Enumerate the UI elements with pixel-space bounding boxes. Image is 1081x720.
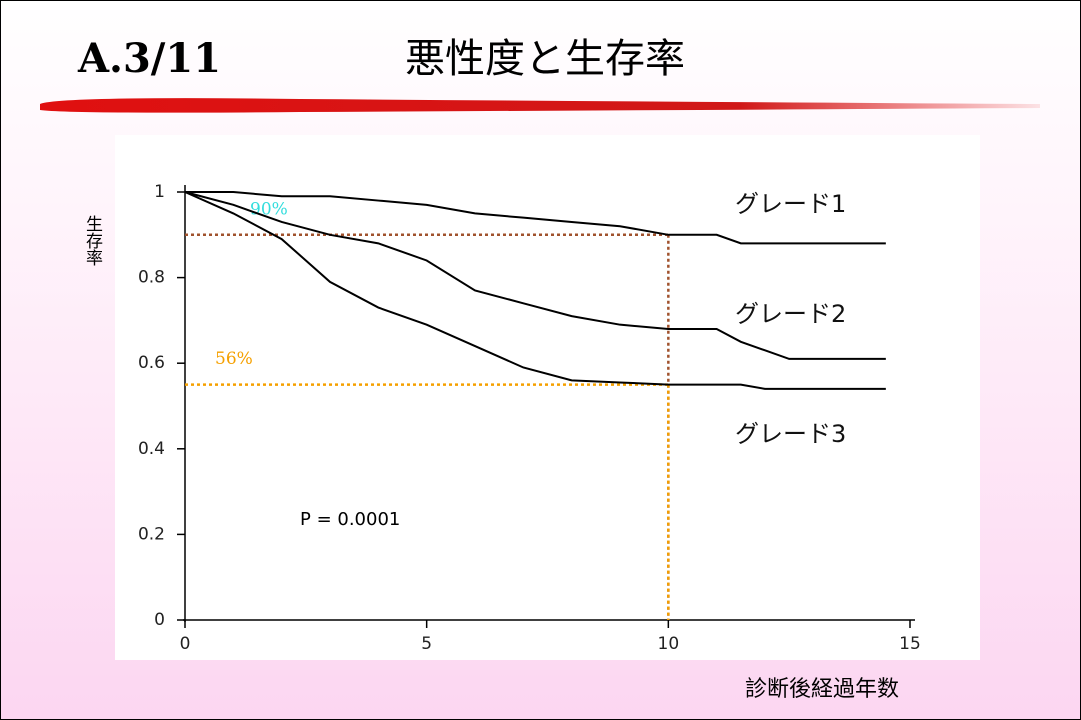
survival-curve [185,191,886,245]
p-value: P = 0.0001 [300,509,400,530]
reference-label: 90% [250,199,288,219]
x-axis-label: 診断後経過年数 [745,677,899,702]
x-tick-label: 15 [899,634,921,654]
y-tick-label: 1 [154,182,165,202]
survival-curve [184,191,886,360]
reference-label: 56% [215,349,253,369]
y-tick-label: 0.8 [138,268,165,288]
slide-title: 悪性度と生存率 [405,36,685,82]
y-tick-label: 0.2 [138,524,165,544]
chart-area [115,135,980,660]
y-tick-label: 0 [154,610,165,630]
y-tick-label: 0.4 [138,439,165,459]
y-axis-label: 生存率 [82,215,103,266]
series-label: グレード3 [735,420,846,448]
x-tick-label: 10 [658,634,680,654]
series-label: グレード1 [735,190,846,218]
x-tick-label: 5 [421,634,432,654]
slide-number: A.3/11 [77,35,221,82]
y-tick-label: 0.6 [138,353,165,373]
series-label: グレード2 [735,300,846,328]
title-underline [40,98,1040,113]
x-tick-label: 0 [180,634,191,654]
survival-curve [184,191,886,390]
